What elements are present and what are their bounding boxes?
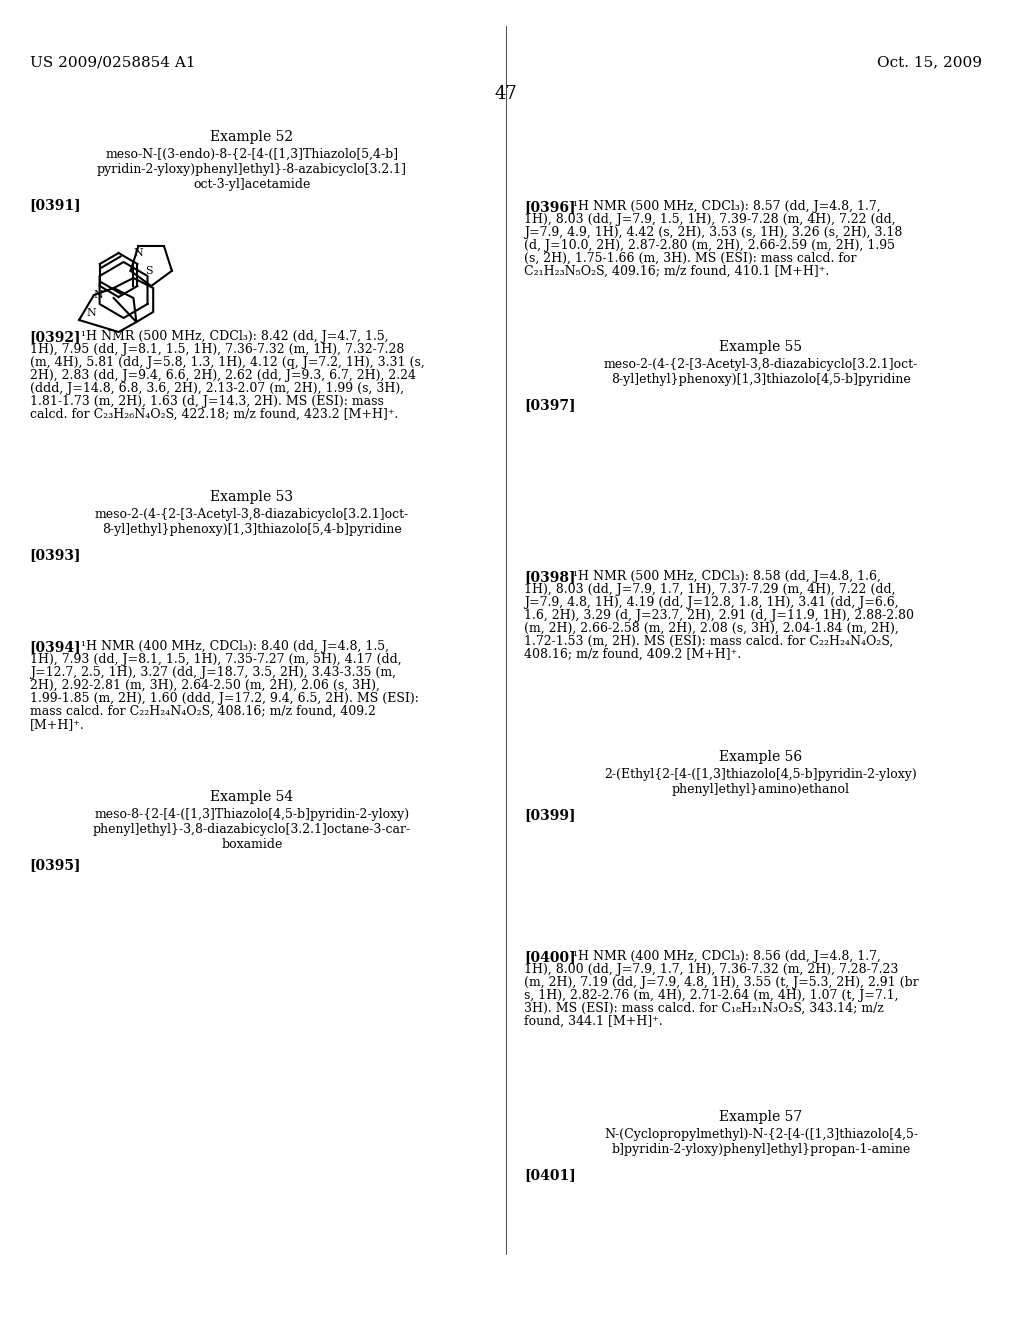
Text: 408.16; m/z found, 409.2 [M+H]⁺.: 408.16; m/z found, 409.2 [M+H]⁺. [524, 648, 741, 661]
Text: 2H), 2.92-2.81 (m, 3H), 2.64-2.50 (m, 2H), 2.06 (s, 3H),: 2H), 2.92-2.81 (m, 3H), 2.64-2.50 (m, 2H… [30, 678, 380, 692]
Text: 1.6, 2H), 3.29 (d, J=23.7, 2H), 2.91 (d, J=11.9, 1H), 2.88-2.80: 1.6, 2H), 3.29 (d, J=23.7, 2H), 2.91 (d,… [524, 609, 913, 622]
Text: Example 57: Example 57 [720, 1110, 803, 1125]
Text: [0392]: [0392] [30, 330, 81, 345]
Text: N: N [94, 290, 103, 300]
Text: 1H), 7.93 (dd, J=8.1, 1.5, 1H), 7.35-7.27 (m, 5H), 4.17 (dd,: 1H), 7.93 (dd, J=8.1, 1.5, 1H), 7.35-7.2… [30, 653, 401, 667]
Text: J=7.9, 4.8, 1H), 4.19 (dd, J=12.8, 1.8, 1H), 3.41 (dd, J=6.6,: J=7.9, 4.8, 1H), 4.19 (dd, J=12.8, 1.8, … [524, 597, 898, 609]
Text: 3H). MS (ESI): mass calcd. for C₁₈H₂₁N₃O₂S, 343.14; m/z: 3H). MS (ESI): mass calcd. for C₁₈H₂₁N₃O… [524, 1002, 884, 1015]
Text: meso-8-{2-[4-([1,3]Thiazolo[4,5-b]pyridin-2-yloxy)
phenyl]ethyl}-3,8-diazabicycl: meso-8-{2-[4-([1,3]Thiazolo[4,5-b]pyridi… [93, 808, 411, 851]
Text: [0395]: [0395] [30, 858, 81, 873]
Text: [0391]: [0391] [30, 198, 81, 213]
Text: Example 55: Example 55 [720, 341, 803, 354]
Text: Example 53: Example 53 [211, 490, 294, 504]
Text: meso-2-(4-{2-[3-Acetyl-3,8-diazabicyclo[3.2.1]oct-
8-yl]ethyl}phenoxy)[1,3]thiaz: meso-2-(4-{2-[3-Acetyl-3,8-diazabicyclo[… [95, 508, 410, 536]
Text: found, 344.1 [M+H]⁺.: found, 344.1 [M+H]⁺. [524, 1015, 663, 1028]
Text: s, 1H), 2.82-2.76 (m, 4H), 2.71-2.64 (m, 4H), 1.07 (t, J=7.1,: s, 1H), 2.82-2.76 (m, 4H), 2.71-2.64 (m,… [524, 989, 898, 1002]
Text: (s, 2H), 1.75-1.66 (m, 3H). MS (ESI): mass calcd. for: (s, 2H), 1.75-1.66 (m, 3H). MS (ESI): ma… [524, 252, 856, 265]
Text: Example 52: Example 52 [211, 129, 294, 144]
Text: N: N [86, 308, 96, 318]
Text: [0398]: [0398] [524, 570, 575, 583]
Text: N-(Cyclopropylmethyl)-N-{2-[4-([1,3]thiazolo[4,5-
b]pyridin-2-yloxy)phenyl]ethyl: N-(Cyclopropylmethyl)-N-{2-[4-([1,3]thia… [604, 1129, 919, 1156]
Text: [0397]: [0397] [524, 399, 575, 412]
Text: mass calcd. for C₂₂H₂₄N₄O₂S, 408.16; m/z found, 409.2: mass calcd. for C₂₂H₂₄N₄O₂S, 408.16; m/z… [30, 705, 376, 718]
Text: [0393]: [0393] [30, 548, 81, 562]
Text: 47: 47 [495, 84, 517, 103]
Text: 2-(Ethyl{2-[4-([1,3]thiazolo[4,5-b]pyridin-2-yloxy)
phenyl]ethyl}amino)ethanol: 2-(Ethyl{2-[4-([1,3]thiazolo[4,5-b]pyrid… [605, 768, 918, 796]
Text: (d, J=10.0, 2H), 2.87-2.80 (m, 2H), 2.66-2.59 (m, 2H), 1.95: (d, J=10.0, 2H), 2.87-2.80 (m, 2H), 2.66… [524, 239, 895, 252]
Text: Example 56: Example 56 [720, 750, 803, 764]
Text: (m, 2H), 7.19 (dd, J=7.9, 4.8, 1H), 3.55 (t, J=5.3, 2H), 2.91 (br: (m, 2H), 7.19 (dd, J=7.9, 4.8, 1H), 3.55… [524, 975, 919, 989]
Text: (m, 4H), 5.81 (dd, J=5.8, 1.3, 1H), 4.12 (q, J=7.2, 1H), 3.31 (s,: (m, 4H), 5.81 (dd, J=5.8, 1.3, 1H), 4.12… [30, 356, 424, 370]
Text: 2H), 2.83 (dd, J=9.4, 6.6, 2H), 2.62 (dd, J=9.3, 6.7, 2H), 2.24: 2H), 2.83 (dd, J=9.4, 6.6, 2H), 2.62 (dd… [30, 370, 416, 381]
Text: S: S [145, 265, 153, 276]
Text: [0396]: [0396] [524, 201, 575, 214]
Text: (m, 2H), 2.66-2.58 (m, 2H), 2.08 (s, 3H), 2.04-1.84 (m, 2H),: (m, 2H), 2.66-2.58 (m, 2H), 2.08 (s, 3H)… [524, 622, 899, 635]
Text: J=7.9, 4.9, 1H), 4.42 (s, 2H), 3.53 (s, 1H), 3.26 (s, 2H), 3.18: J=7.9, 4.9, 1H), 4.42 (s, 2H), 3.53 (s, … [524, 226, 902, 239]
Text: [0394]: [0394] [30, 640, 81, 653]
Text: Oct. 15, 2009: Oct. 15, 2009 [878, 55, 982, 69]
Text: ¹H NMR (500 MHz, CDCl₃): 8.42 (dd, J=4.7, 1.5,: ¹H NMR (500 MHz, CDCl₃): 8.42 (dd, J=4.7… [81, 330, 389, 343]
Text: N: N [133, 248, 143, 257]
Text: calcd. for C₂₃H₂₆N₄O₂S, 422.18; m/z found, 423.2 [M+H]⁺.: calcd. for C₂₃H₂₆N₄O₂S, 422.18; m/z foun… [30, 408, 398, 421]
Text: ¹H NMR (500 MHz, CDCl₃): 8.58 (dd, J=4.8, 1.6,: ¹H NMR (500 MHz, CDCl₃): 8.58 (dd, J=4.8… [573, 570, 881, 583]
Text: C₂₁H₂₃N₅O₂S, 409.16; m/z found, 410.1 [M+H]⁺.: C₂₁H₂₃N₅O₂S, 409.16; m/z found, 410.1 [M… [524, 265, 829, 279]
Text: 1H), 8.03 (dd, J=7.9, 1.5, 1H), 7.39-7.28 (m, 4H), 7.22 (dd,: 1H), 8.03 (dd, J=7.9, 1.5, 1H), 7.39-7.2… [524, 213, 895, 226]
Text: 1.72-1.53 (m, 2H). MS (ESI): mass calcd. for C₂₂H₂₄N₄O₂S,: 1.72-1.53 (m, 2H). MS (ESI): mass calcd.… [524, 635, 893, 648]
Text: ¹H NMR (400 MHz, CDCl₃): 8.56 (dd, J=4.8, 1.7,: ¹H NMR (400 MHz, CDCl₃): 8.56 (dd, J=4.8… [573, 950, 881, 964]
Text: US 2009/0258854 A1: US 2009/0258854 A1 [30, 55, 196, 69]
Text: Example 54: Example 54 [210, 789, 294, 804]
Text: [0401]: [0401] [524, 1168, 575, 1181]
Text: 1.99-1.85 (m, 2H), 1.60 (ddd, J=17.2, 9.4, 6.5, 2H). MS (ESI):: 1.99-1.85 (m, 2H), 1.60 (ddd, J=17.2, 9.… [30, 692, 419, 705]
Text: [M+H]⁺.: [M+H]⁺. [30, 718, 84, 731]
Text: 1H), 8.00 (dd, J=7.9, 1.7, 1H), 7.36-7.32 (m, 2H), 7.28-7.23: 1H), 8.00 (dd, J=7.9, 1.7, 1H), 7.36-7.3… [524, 964, 898, 975]
Text: J=12.7, 2.5, 1H), 3.27 (dd, J=18.7, 3.5, 2H), 3.43-3.35 (m,: J=12.7, 2.5, 1H), 3.27 (dd, J=18.7, 3.5,… [30, 667, 395, 678]
Text: ¹H NMR (400 MHz, CDCl₃): 8.40 (dd, J=4.8, 1.5,: ¹H NMR (400 MHz, CDCl₃): 8.40 (dd, J=4.8… [81, 640, 389, 653]
Text: meso-N-[(3-endo)-8-{2-[4-([1,3]Thiazolo[5,4-b]
pyridin-2-yloxy)phenyl]ethyl}-8-a: meso-N-[(3-endo)-8-{2-[4-([1,3]Thiazolo[… [97, 148, 407, 191]
Text: [0399]: [0399] [524, 808, 575, 822]
Text: meso-2-(4-{2-[3-Acetyl-3,8-diazabicyclo[3.2.1]oct-
8-yl]ethyl}phenoxy)[1,3]thiaz: meso-2-(4-{2-[3-Acetyl-3,8-diazabicyclo[… [604, 358, 919, 385]
Text: 1H), 8.03 (dd, J=7.9, 1.7, 1H), 7.37-7.29 (m, 4H), 7.22 (dd,: 1H), 8.03 (dd, J=7.9, 1.7, 1H), 7.37-7.2… [524, 583, 895, 597]
Text: 1H), 7.95 (dd, J=8.1, 1.5, 1H), 7.36-7.32 (m, 1H), 7.32-7.28: 1H), 7.95 (dd, J=8.1, 1.5, 1H), 7.36-7.3… [30, 343, 404, 356]
Text: ¹H NMR (500 MHz, CDCl₃): 8.57 (dd, J=4.8, 1.7,: ¹H NMR (500 MHz, CDCl₃): 8.57 (dd, J=4.8… [573, 201, 881, 213]
Text: 1.81-1.73 (m, 2H), 1.63 (d, J=14.3, 2H). MS (ESI): mass: 1.81-1.73 (m, 2H), 1.63 (d, J=14.3, 2H).… [30, 395, 384, 408]
Text: (ddd, J=14.8, 6.8, 3.6, 2H), 2.13-2.07 (m, 2H), 1.99 (s, 3H),: (ddd, J=14.8, 6.8, 3.6, 2H), 2.13-2.07 (… [30, 381, 403, 395]
Text: [0400]: [0400] [524, 950, 575, 964]
